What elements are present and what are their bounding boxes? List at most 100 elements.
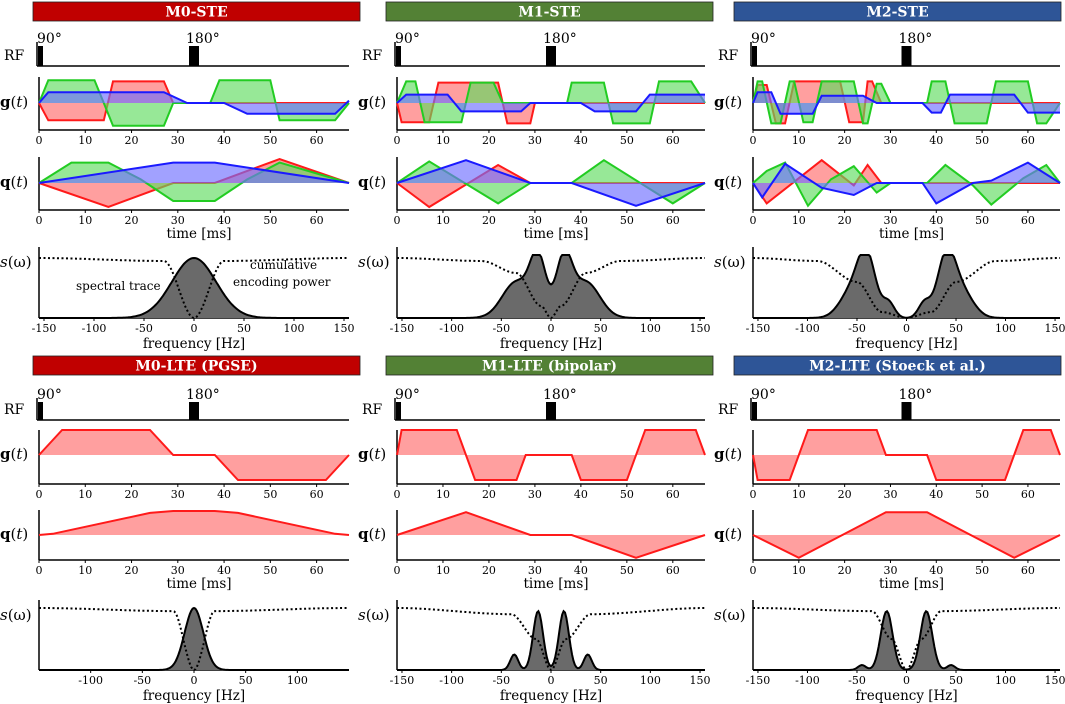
g-x-tick-label: 0	[36, 488, 43, 501]
panel-header	[385, 355, 714, 376]
rf-pulse-90	[752, 46, 757, 66]
spectral-trace-line	[39, 256, 349, 319]
s-row-label: s(ω)	[714, 253, 746, 271]
q-x-tick-label: 10	[792, 564, 806, 577]
q-x-tick-label: 60	[310, 214, 324, 227]
freq-tick-label: 0	[191, 322, 198, 335]
gradient-g-line	[38, 429, 350, 481]
g-x-tick-label: 10	[78, 134, 92, 147]
spectral-trace-line	[753, 254, 1060, 319]
rf-pulse-180	[546, 46, 556, 66]
freq-axis-title: frequency [Hz]	[143, 336, 245, 352]
g-row-label: g(t)	[358, 445, 386, 463]
rf-pulse-180	[901, 402, 912, 420]
gradient-g_x-area	[39, 81, 349, 121]
q-x-tick-label: 20	[125, 214, 139, 227]
g-x-tick-label: 30	[528, 134, 542, 147]
dephasing-q-area	[753, 512, 1060, 558]
g-x-tick-label: 0	[750, 488, 757, 501]
rf-pulse-90	[38, 402, 43, 420]
freq-tick-label: 0	[191, 674, 198, 687]
rf-label: RF	[718, 48, 739, 64]
q-row-label: q(t)	[358, 173, 386, 191]
rf-label: RF	[362, 48, 383, 64]
gradient-g_z-line	[396, 93, 705, 113]
panel-m1-lte-bipolar-: M1-LTE (bipolar) RF 90° 180° g(t) 0 10 20 30 40 50…	[358, 355, 714, 704]
freq-tick-label: 0	[903, 322, 910, 335]
spectral-trace-area	[397, 611, 705, 670]
q-x-tick-label: 50	[263, 214, 277, 227]
rf-pulse-90	[396, 46, 401, 66]
q-x-tick-label: 60	[666, 564, 680, 577]
freq-tick-label: 150	[334, 322, 355, 335]
panel-header	[32, 355, 361, 376]
q-x-tick-label: 20	[482, 214, 496, 227]
panel-m0-ste: M0-STE RF 90° 180° g(t) 0 10 20 30 40 50 60 q(t) 0 10 2…	[0, 1, 361, 352]
rf-label: RF	[4, 402, 25, 418]
s-row-label: s(ω)	[0, 606, 32, 624]
rf-90-label: 90°	[751, 387, 776, 403]
dephasing-q_z-line	[396, 159, 706, 207]
q-x-tick-label: 30	[883, 214, 897, 227]
freq-tick-label: 0	[548, 674, 555, 687]
q-row-label: q(t)	[0, 525, 28, 543]
rf-180-label: 180°	[186, 387, 220, 403]
q-x-tick-label: 10	[436, 564, 450, 577]
g-x-tick-label: 60	[310, 134, 324, 147]
rf-90-label: 90°	[37, 387, 62, 403]
freq-tick-label: -150	[32, 322, 57, 335]
dephasing-q-line	[396, 511, 706, 559]
dephasing-q-line	[38, 510, 350, 536]
cumulative-power-line	[753, 257, 1060, 320]
q-x-tick-label: 60	[666, 214, 680, 227]
g-x-tick-label: 50	[975, 134, 989, 147]
rf-pulse-180	[546, 402, 556, 420]
gradient-g_y-area	[753, 81, 1060, 124]
freq-tick-label: 100	[284, 322, 305, 335]
freq-axis-title: frequency [Hz]	[500, 336, 602, 352]
freq-tick-label: 100	[640, 674, 661, 687]
panel-m0-lte-pgse-: M0-LTE (PGSE) RF 90° 180° g(t) 0 10 20 30 40 50 60 q…	[0, 355, 361, 704]
panel-title: M1-LTE (bipolar)	[482, 359, 617, 375]
g-x-tick-label: 20	[125, 488, 139, 501]
gradient-g-line	[396, 429, 706, 481]
rf-180-label: 180°	[899, 387, 933, 403]
panel-header	[32, 1, 361, 22]
q-x-tick-label: 30	[171, 214, 185, 227]
g-row-label: g(t)	[714, 93, 742, 111]
q-x-tick-label: 40	[574, 214, 588, 227]
g-x-tick-label: 20	[482, 488, 496, 501]
g-x-tick-label: 50	[975, 488, 989, 501]
dephasing-q_z-line	[38, 161, 350, 184]
freq-tick-label: 100	[640, 322, 661, 335]
q-x-tick-label: 50	[620, 564, 634, 577]
g-x-tick-label: 10	[792, 134, 806, 147]
q-x-tick-label: 10	[78, 564, 92, 577]
annotation-cumulative-line1: cumulative	[250, 258, 317, 272]
q-x-tick-label: 10	[78, 214, 92, 227]
q-x-tick-label: 50	[263, 564, 277, 577]
rf-pulse-90	[752, 402, 757, 420]
freq-tick-label: -50	[135, 322, 153, 335]
freq-tick-label: 150	[1045, 674, 1065, 687]
time-axis-title: time [ms]	[879, 226, 944, 242]
gradient-g-area	[753, 430, 1060, 480]
g-x-tick-label: 30	[528, 488, 542, 501]
gradient-g_z-area	[39, 92, 349, 114]
rf-180-label: 180°	[543, 31, 577, 47]
freq-tick-label: -50	[492, 674, 510, 687]
dephasing-q-line	[752, 511, 1061, 559]
rf-90-label: 90°	[37, 31, 62, 47]
q-x-tick-label: 20	[125, 564, 139, 577]
freq-tick-label: 150	[690, 674, 711, 687]
freq-tick-label: -150	[390, 322, 415, 335]
g-x-tick-label: 40	[574, 134, 588, 147]
q-x-tick-label: 30	[883, 564, 897, 577]
panel-title: M0-LTE (PGSE)	[135, 359, 257, 375]
gradient-g-area	[39, 430, 349, 480]
spectral-trace-area	[753, 611, 1060, 670]
rf-180-label: 180°	[543, 387, 577, 403]
g-x-tick-label: 30	[171, 488, 185, 501]
spectral-trace-line	[397, 609, 705, 671]
